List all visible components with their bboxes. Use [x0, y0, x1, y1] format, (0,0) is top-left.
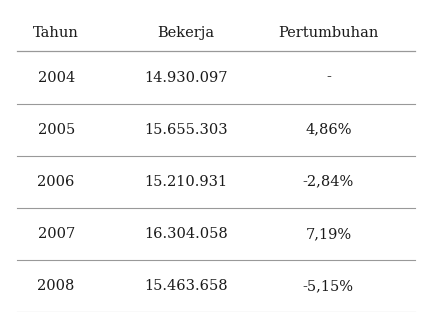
Text: 4,86%: 4,86%: [305, 123, 352, 137]
Text: Tahun: Tahun: [33, 26, 79, 40]
Text: 16.304.058: 16.304.058: [144, 227, 228, 241]
Text: 15.655.303: 15.655.303: [144, 123, 228, 137]
Text: -: -: [326, 71, 331, 85]
Text: 2005: 2005: [38, 123, 75, 137]
Text: 2004: 2004: [38, 71, 75, 85]
Text: 14.930.097: 14.930.097: [144, 71, 228, 85]
Text: -5,15%: -5,15%: [303, 279, 354, 293]
Text: 15.210.931: 15.210.931: [144, 175, 227, 189]
Text: 2007: 2007: [38, 227, 75, 241]
Text: 2006: 2006: [38, 175, 75, 189]
Text: Pertumbuhan: Pertumbuhan: [278, 26, 378, 40]
Text: 7,19%: 7,19%: [305, 227, 351, 241]
Text: 2008: 2008: [38, 279, 75, 293]
Text: 15.463.658: 15.463.658: [144, 279, 228, 293]
Text: -2,84%: -2,84%: [303, 175, 354, 189]
Text: Bekerja: Bekerja: [157, 26, 214, 40]
